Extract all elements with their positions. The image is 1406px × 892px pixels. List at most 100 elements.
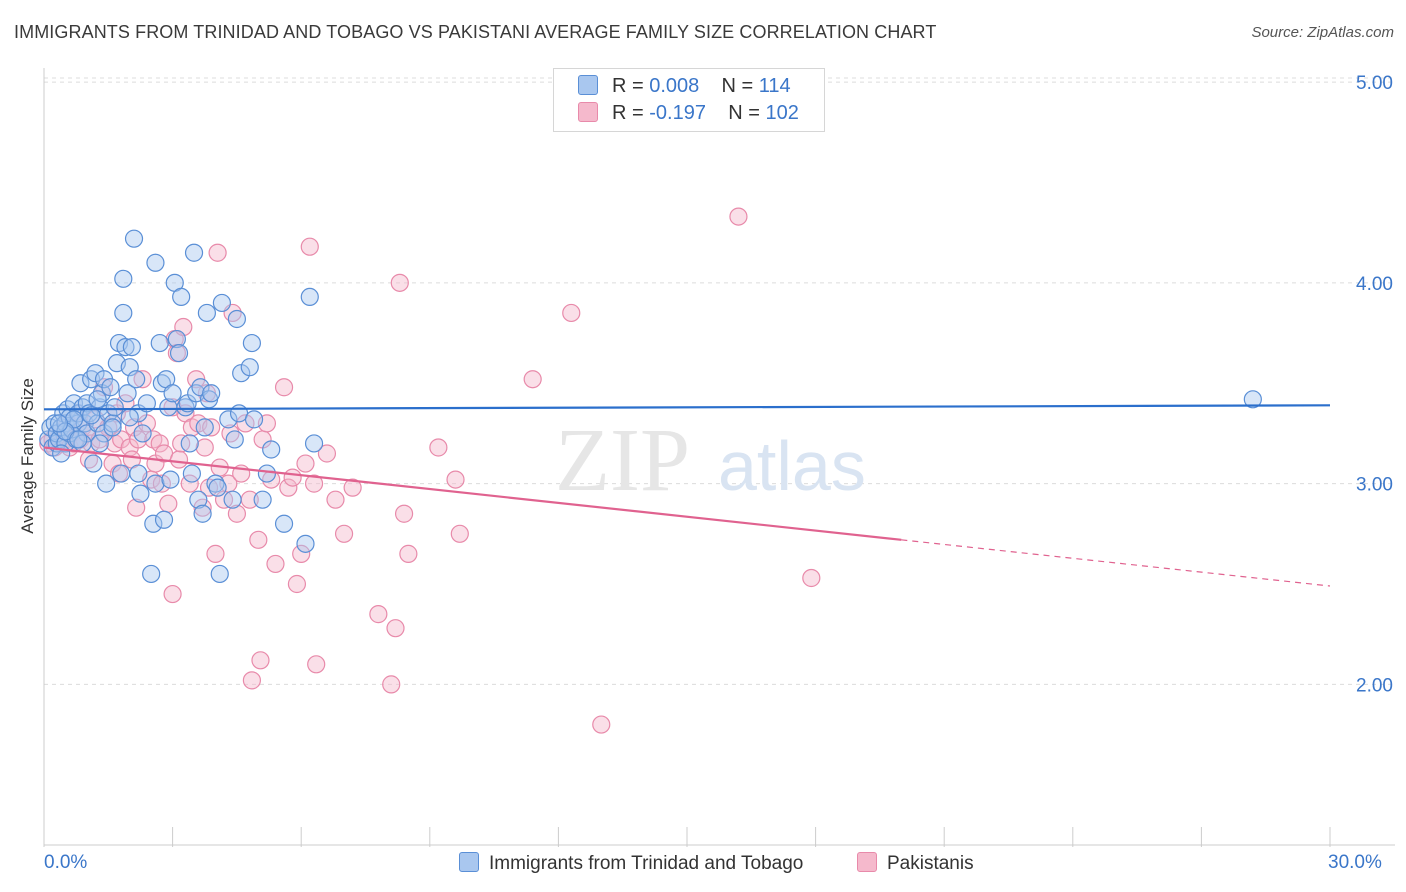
trinidad-point xyxy=(97,474,116,493)
trinidad-point xyxy=(129,464,148,483)
trinidad-point xyxy=(103,418,122,437)
trinidad-point xyxy=(195,418,214,437)
pakistanis-point xyxy=(390,273,409,292)
y-tick-labels: 2.00 3.00 4.00 5.00 xyxy=(1356,73,1393,696)
trinidad-point xyxy=(118,384,137,403)
trinidad-point xyxy=(103,414,122,433)
pakistanis-trend-extension xyxy=(901,539,1331,587)
trinidad-point xyxy=(146,253,165,272)
trinidad-point xyxy=(69,430,88,449)
trinidad-point xyxy=(223,490,242,509)
trinidad-point xyxy=(137,394,156,413)
pakistanis-point xyxy=(150,434,169,453)
n-value: 102 xyxy=(765,102,799,124)
pakistanis-point xyxy=(382,675,401,694)
pakistanis-point xyxy=(287,574,307,594)
trinidad-point xyxy=(112,464,131,483)
trinidad-point xyxy=(240,358,259,377)
trinidad-point xyxy=(184,243,204,262)
pakistanis-point xyxy=(307,655,326,674)
pakistanis-point xyxy=(399,544,418,563)
trinidad-point xyxy=(208,478,227,497)
pakistanis-trend-line xyxy=(43,446,902,541)
pakistanis-point xyxy=(274,378,294,397)
pakistanis-point xyxy=(249,530,268,549)
watermark-zip: ZIP xyxy=(555,411,690,510)
trinidad-point xyxy=(52,444,71,463)
trinidad-point xyxy=(242,333,262,353)
pakistanis-point xyxy=(242,671,262,690)
n-value: 114 xyxy=(758,75,791,97)
watermark: ZIP atlas xyxy=(555,411,866,510)
legend-item-trinidad: Immigrants from Trinidad and Tobago xyxy=(459,852,803,875)
r-label: R = xyxy=(612,75,644,97)
trinidad-point xyxy=(154,510,174,529)
trinidad-point xyxy=(197,303,216,323)
watermark-atlas: atlas xyxy=(718,427,866,505)
pakistanis-point xyxy=(195,438,214,457)
y-axis-title: Average Family Size xyxy=(18,378,37,534)
y-tick-label: 5.00 xyxy=(1356,73,1393,94)
trinidad-point xyxy=(257,464,277,483)
trinidad-point xyxy=(142,564,161,584)
pakistanis-point xyxy=(236,414,255,433)
pakistanis-points xyxy=(39,207,821,734)
blue-swatch xyxy=(459,852,479,872)
trinidad-point xyxy=(49,414,69,433)
pakistanis-point xyxy=(446,470,465,489)
pakistanis-point xyxy=(317,444,337,463)
r-label: R = xyxy=(612,102,644,124)
trinidad-point xyxy=(219,410,238,429)
n-label: N = xyxy=(721,75,754,97)
pakistanis-point xyxy=(206,544,225,563)
trinidad-point xyxy=(253,490,272,509)
trinidad-point xyxy=(296,534,315,553)
n-label: N = xyxy=(728,102,760,124)
pakistanis-point xyxy=(169,450,189,469)
trinidad-point xyxy=(300,287,319,306)
pakistanis-point xyxy=(227,504,246,523)
trinidad-point xyxy=(180,434,199,453)
pakistanis-point xyxy=(251,651,270,670)
x-min-label: 0.0% xyxy=(44,852,88,873)
trinidad-point xyxy=(227,309,246,329)
pakistanis-point xyxy=(562,303,581,323)
trinidad-point xyxy=(122,337,141,357)
pakistanis-point xyxy=(429,438,448,457)
trinidad-point xyxy=(71,374,90,393)
x-max-label: 30.0% xyxy=(1328,852,1382,873)
trinidad-point xyxy=(210,564,229,584)
trinidad-point xyxy=(114,269,133,288)
trinidad-point xyxy=(116,337,135,357)
legend-label: Pakistanis xyxy=(887,853,974,874)
pakistanis-point xyxy=(394,504,414,523)
trinidad-point xyxy=(101,378,120,397)
trinidad-point xyxy=(163,384,182,403)
pakistanis-point xyxy=(334,524,354,543)
trinidad-point xyxy=(167,329,186,349)
trinidad-point xyxy=(84,454,103,473)
trinidad-point xyxy=(105,398,124,417)
chart-title: IMMIGRANTS FROM TRINIDAD AND TOBAGO VS P… xyxy=(14,22,937,42)
pakistanis-point xyxy=(802,568,821,588)
stats-legend: R = 0.008 N = 114 R = -0.197 N = 102 xyxy=(553,68,825,132)
pakistanis-point xyxy=(279,478,298,497)
trinidad-point xyxy=(150,333,169,353)
pakistanis-point xyxy=(304,474,324,493)
grid-lines xyxy=(44,77,1395,685)
trinidad-trend-line xyxy=(43,404,1331,411)
trinidad-point xyxy=(127,370,146,389)
pakistanis-point xyxy=(343,478,362,497)
pakistanis-point xyxy=(292,544,311,563)
y-tick-label: 2.00 xyxy=(1356,675,1393,696)
pakistanis-point xyxy=(729,207,748,226)
pink-swatch xyxy=(578,102,598,122)
trinidad-point xyxy=(161,470,180,489)
trinidad-point xyxy=(193,504,212,523)
trend-lines xyxy=(43,404,1331,587)
pakistanis-point xyxy=(133,370,152,389)
pakistanis-point xyxy=(592,715,611,734)
trinidad-point xyxy=(133,424,152,443)
pakistanis-point xyxy=(152,474,171,493)
